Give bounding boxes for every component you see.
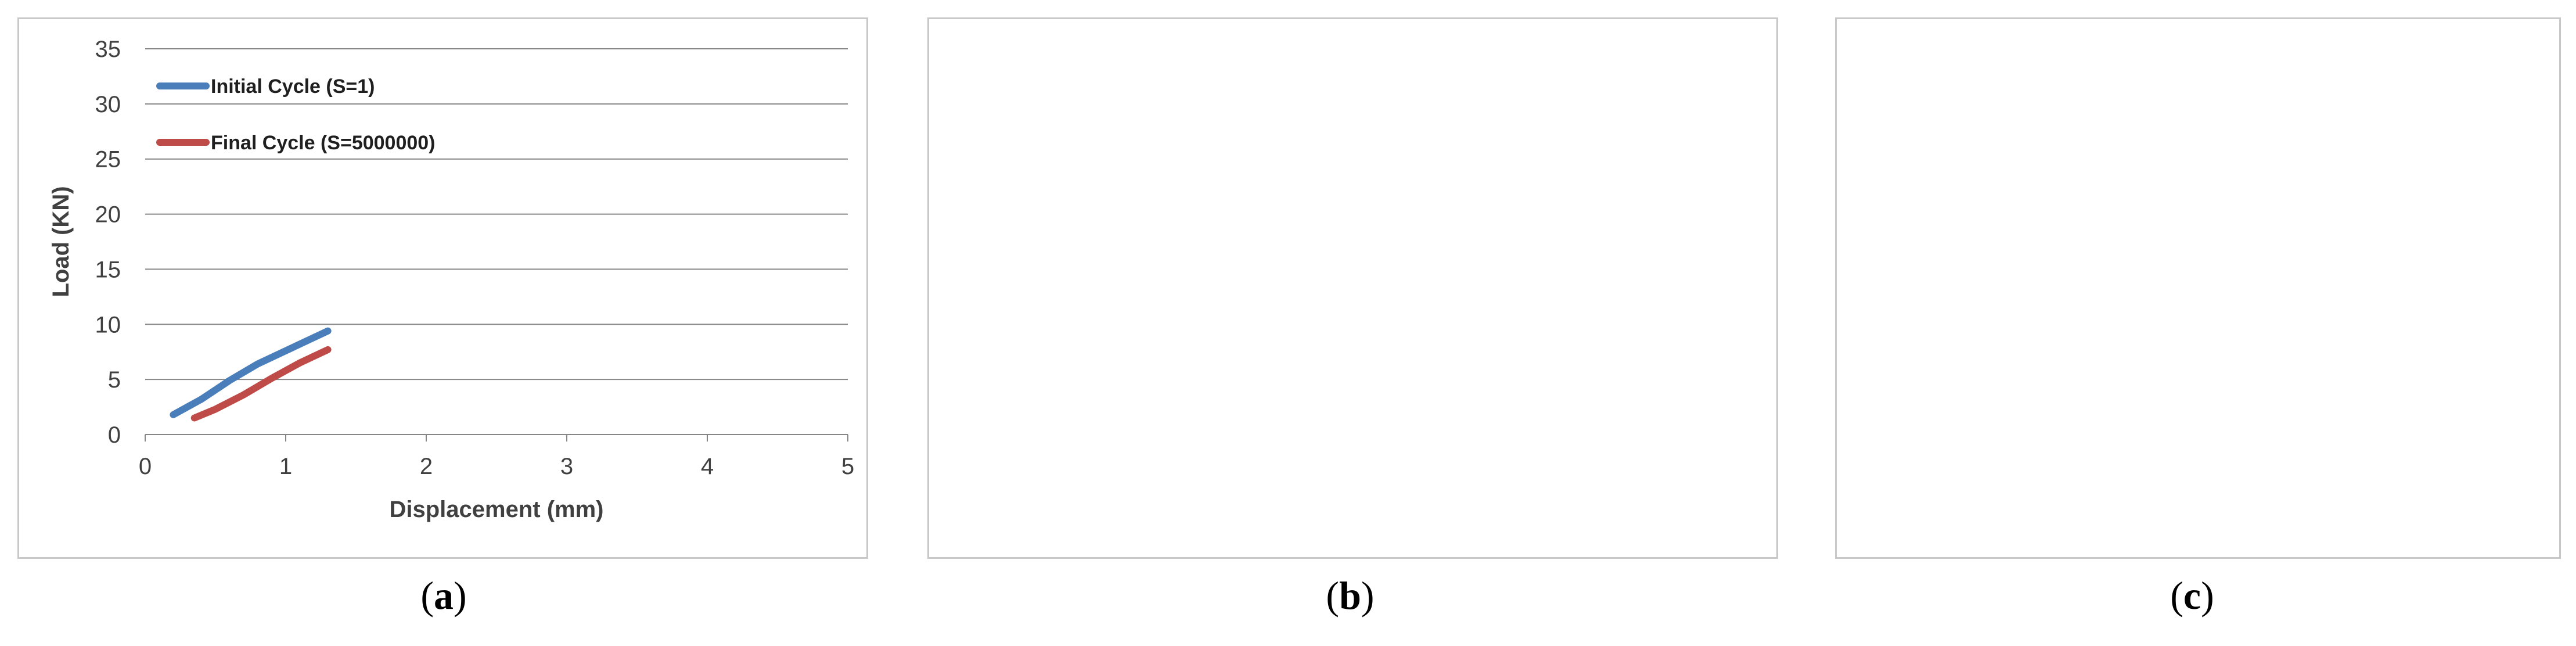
x-axis-title: Displacement (mm) bbox=[390, 497, 604, 522]
x-tick-label: 1 bbox=[279, 454, 292, 479]
series-line-1 bbox=[190, 346, 332, 422]
x-tick-label: 0 bbox=[139, 454, 152, 479]
caption-close: ) bbox=[454, 573, 467, 618]
chart-frame bbox=[927, 17, 1778, 559]
caption-open: ( bbox=[1326, 573, 1340, 618]
caption-letter: a bbox=[434, 573, 454, 618]
y-tick-label: 25 bbox=[95, 147, 121, 173]
x-tick-label: 5 bbox=[841, 454, 854, 479]
y-tick-label: 15 bbox=[95, 257, 121, 282]
chart-frame bbox=[1835, 17, 2561, 559]
y-tick-label: 30 bbox=[95, 92, 121, 117]
y-tick-label: 5 bbox=[108, 367, 121, 393]
chart-frame bbox=[17, 17, 868, 559]
legend-label: Initial Cycle (S=1) bbox=[211, 76, 375, 98]
caption-letter: b bbox=[1339, 573, 1361, 618]
series-line-0 bbox=[170, 327, 332, 418]
y-tick-label: 35 bbox=[95, 37, 121, 62]
y-tick-label: 20 bbox=[95, 202, 121, 228]
caption-close: ) bbox=[1361, 573, 1375, 618]
caption-open: ( bbox=[420, 573, 434, 618]
y-tick-label: 10 bbox=[95, 312, 121, 338]
caption: (b) bbox=[1292, 573, 1408, 619]
caption-letter: c bbox=[2183, 573, 2201, 618]
x-tick-label: 2 bbox=[420, 454, 433, 479]
x-tick-label: 3 bbox=[560, 454, 573, 479]
y-tick-label: 0 bbox=[108, 422, 121, 448]
caption: (c) bbox=[2134, 573, 2250, 619]
caption-close: ) bbox=[2201, 573, 2214, 618]
caption: (a) bbox=[386, 573, 502, 619]
caption-open: ( bbox=[2170, 573, 2183, 618]
x-tick-label: 4 bbox=[701, 454, 714, 479]
chart-a: 0 5 10 15 20 25 30 35 0 1 2 3 4 5 Displacement (mm) Loa… bbox=[48, 37, 854, 522]
y-axis-title: Load (KN) bbox=[48, 186, 74, 297]
legend-label: Final Cycle (S=5000000) bbox=[211, 132, 436, 154]
